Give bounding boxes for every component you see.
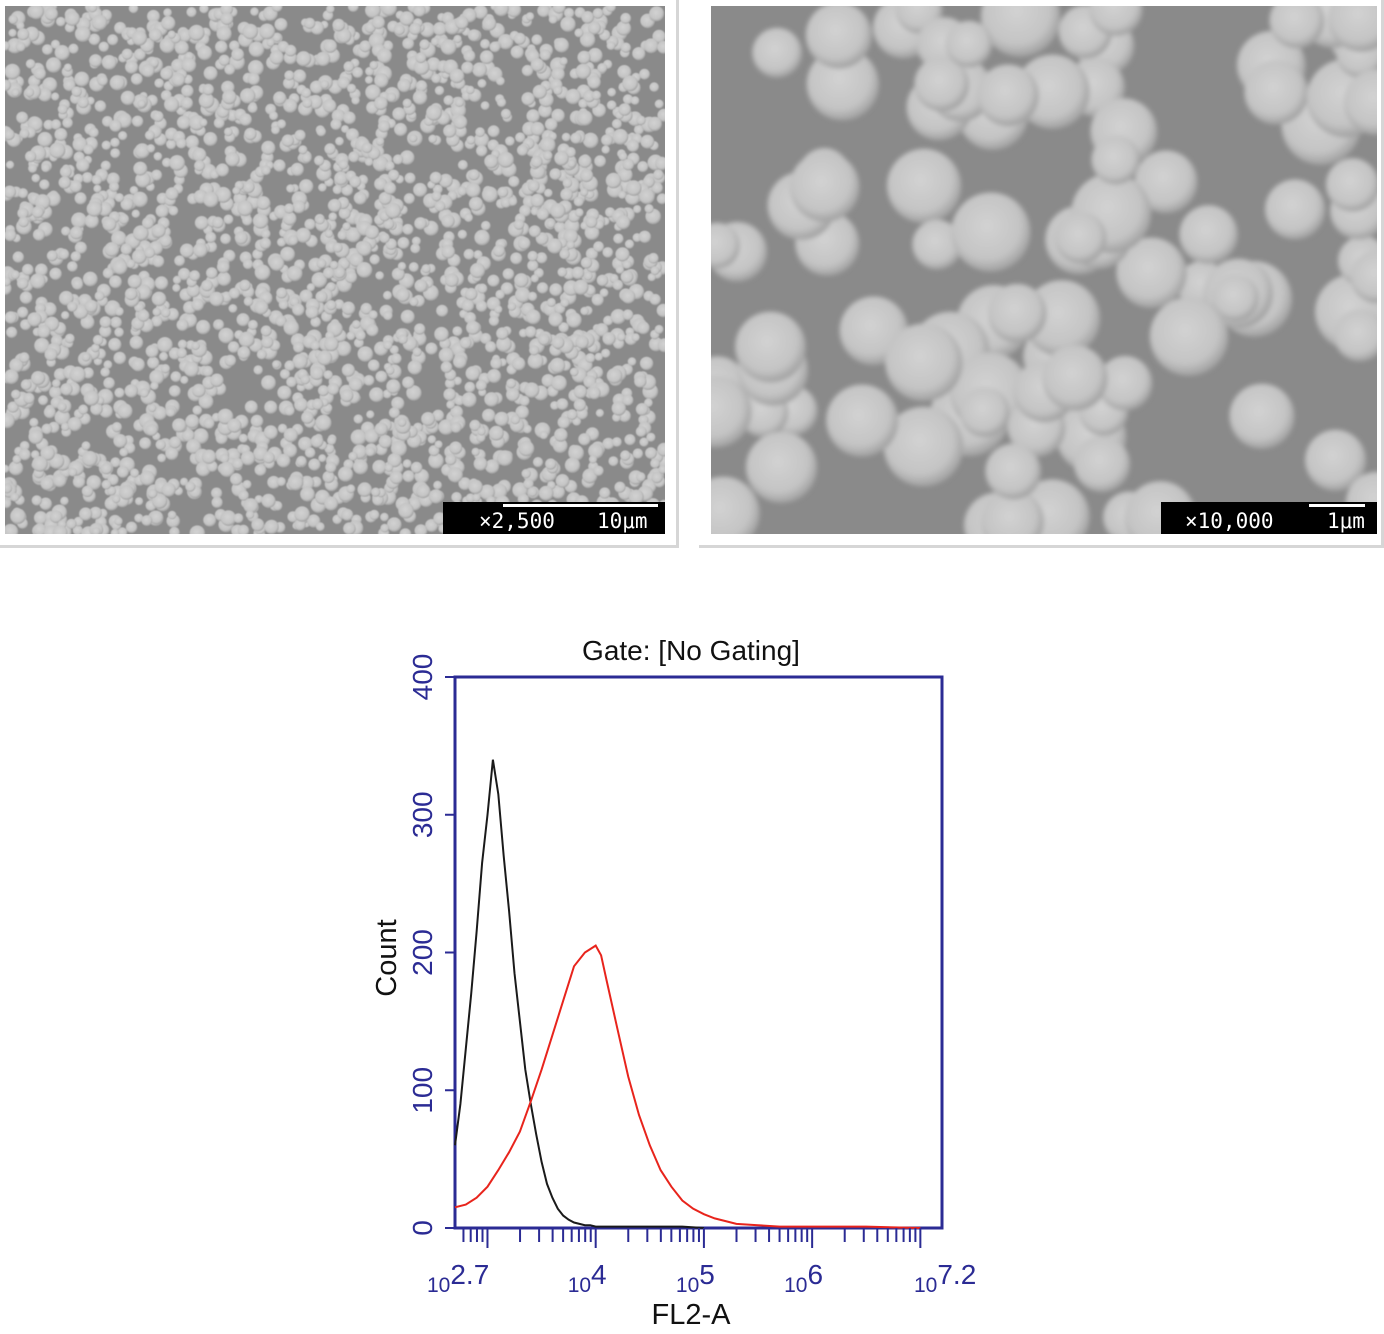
sem-micrograph-high-magnification: ×10,000 1μm (711, 6, 1377, 534)
y-axis-label: Count (371, 919, 403, 996)
x-axis-ticks: 102.7 104 105 106 107.2 (427, 1228, 976, 1297)
chart-title: Gate: [No Gating] (582, 635, 800, 666)
sem-panel-high-magnification: ×10,000 1μm (699, 0, 1384, 548)
scale-length-label: 10μm (597, 509, 648, 533)
x-axis-label: FL2-A (652, 1299, 732, 1331)
x-tick-label: 107.2 (914, 1259, 976, 1297)
y-tick-label: 400 (407, 654, 438, 701)
y-tick-label: 0 (407, 1220, 438, 1236)
scale-bar-line (1309, 504, 1365, 507)
scale-bar-line (503, 504, 658, 507)
x-tick-label: 104 (568, 1259, 607, 1297)
scale-bar: ×10,000 1μm (1161, 502, 1377, 534)
scale-length-label: 1μm (1327, 509, 1365, 533)
x-tick-label: 102.7 (427, 1259, 489, 1297)
y-tick-label: 100 (407, 1067, 438, 1114)
magnification-label: ×2,500 (479, 509, 555, 533)
sem-particles-image (711, 6, 1377, 534)
magnification-label: ×10,000 (1185, 509, 1274, 533)
plot-frame (453, 675, 944, 1230)
y-tick-label: 300 (407, 791, 438, 838)
x-tick-label: 105 (676, 1259, 715, 1297)
histogram-line-1 (454, 759, 704, 1229)
scale-bar: ×2,500 10μm (443, 502, 665, 534)
y-tick-label: 200 (407, 929, 438, 976)
histogram-line-2 (454, 944, 921, 1229)
sem-panel-low-magnification: ×2,500 10μm (0, 0, 679, 548)
x-tick-label: 106 (784, 1259, 823, 1297)
histogram-series (454, 759, 921, 1229)
sem-particles-image (5, 6, 665, 534)
y-axis-ticks: 0 100 200 300 400 (407, 654, 455, 1236)
sem-micrograph-low-magnification: ×2,500 10μm (5, 6, 665, 534)
